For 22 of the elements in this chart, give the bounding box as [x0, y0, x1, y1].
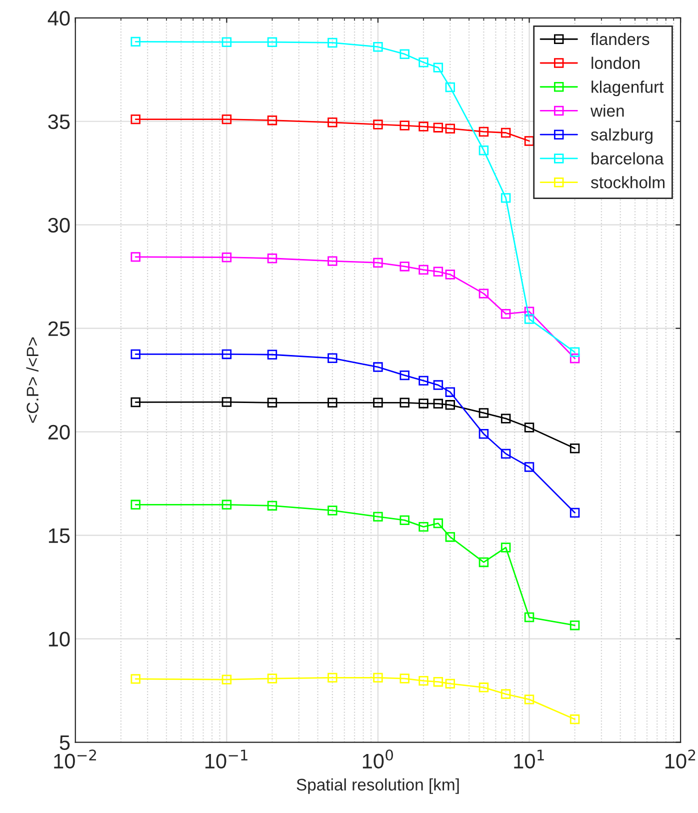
- y-tick-label: 15: [48, 528, 70, 544]
- legend-label: barcelona: [592, 152, 664, 164]
- legend-label: salzburg: [590, 128, 652, 144]
- x-tick-label: 10$^{1}$: [514, 750, 544, 769]
- legend-label: flanders: [590, 32, 650, 46]
- x-tick-label: 10$^{−1}$: [205, 750, 248, 769]
- y-axis-title: <C.P> /<P>: [26, 337, 38, 423]
- legend-label: london: [592, 56, 640, 69]
- legend-label: stockholm: [590, 176, 664, 188]
- y-tick-label: 25: [48, 321, 70, 336]
- y-tick-label: 30: [48, 218, 70, 233]
- y-tick-label: 35: [48, 114, 70, 130]
- legend-label: wien: [590, 104, 624, 117]
- x-axis-title: Spatial resolution [km]: [296, 778, 459, 794]
- x-tick-label: 10$^{0}$: [362, 750, 393, 769]
- x-tick-label: 10$^{2}$: [665, 750, 696, 769]
- x-tick-label: 10$^{−2}$: [54, 750, 96, 769]
- y-tick-label: 10: [48, 632, 70, 647]
- y-tick-label: 20: [48, 424, 70, 440]
- legend-label: klagenfurt: [592, 80, 664, 96]
- y-tick-label: 5: [60, 735, 70, 750]
- y-tick-label: 40: [48, 10, 70, 26]
